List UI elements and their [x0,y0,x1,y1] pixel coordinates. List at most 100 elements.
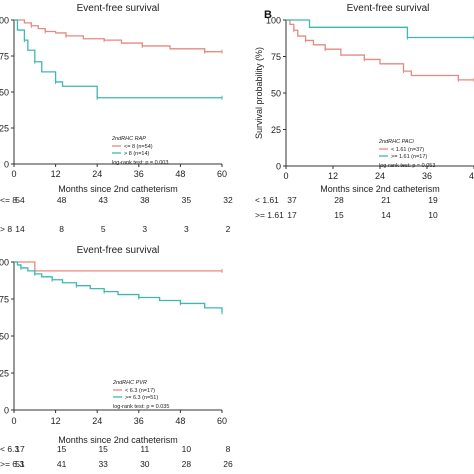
risk-cell: 28 [334,195,344,205]
chart-panel-2: B Event-free survival 0 25 50 75 100 0 12 24 36 48 S… [254,3,474,220]
x-tick-label: 12 [328,171,338,181]
risk-row-label: < 6.3 [0,444,19,454]
logrank-annotation: log-rank test: p = 0.035 [113,404,169,410]
risk-table: <= 854 48 43 38 35 32> 8 14 8 5 3 3 2 [0,195,233,234]
y-tick-label: 25 [0,369,9,379]
legend: 2ndRHC RAP <= 8 (n=54)> 8 (n=14) log-rank … [111,136,168,166]
x-tick-label: 12 [51,416,61,426]
risk-cell: 2 [226,224,231,234]
km-curve-series-2 [14,261,223,313]
legend-title: 2ndRHC PACi [378,139,415,145]
km-curve-series-1 [14,19,222,53]
x-tick-label: 12 [51,169,61,179]
legend-entry: > 8 (n=14) [124,151,150,157]
chart-panel-3: Event-free survival 0 25 50 75 100 0 12 24 36 48 60… [0,245,233,469]
x-tick-label: 0 [11,169,16,179]
risk-cell: 15 [57,444,67,454]
chart-title: Event-free survival [77,245,160,256]
risk-cell: 17 [15,444,25,454]
x-tick-label: 48 [175,169,185,179]
legend-entry: >= 6.3 (n=51) [125,395,158,401]
y-tick-label: 100 [0,258,9,268]
risk-cell: 38 [140,195,150,205]
y-tick-label: 0 [4,406,9,416]
risk-cell: 19 [428,195,438,205]
risk-row-label: >= 1.61 [255,210,284,220]
km-curve-series-2 [286,19,474,39]
risk-table: < 6.317 15 15 11 10 8 >= 6.351 41 33 30 28 26 [0,444,233,469]
risk-cell: 14 [381,210,391,220]
x-tick-label: 36 [134,416,144,426]
risk-cell: 41 [57,459,67,469]
y-tick-label: 75 [0,52,9,62]
risk-cell: 43 [98,195,108,205]
y-tick-label: 100 [266,16,281,26]
legend-title: 2ndRHC PVR [112,380,147,386]
logrank-annotation: log-rank test: p = 0.003 [112,160,168,166]
x-tick-label: 24 [92,416,102,426]
x-tick-label: 60 [217,169,227,179]
risk-row-label: > 8 [0,224,12,234]
y-tick-label: 50 [271,89,281,99]
risk-row-label: >= 6.3 [0,459,24,469]
legend: 2ndRHC PVR < 6.3 (n=17)>= 6.3 (n=51) log-r… [112,380,169,410]
chart-title: Event-free survival [77,3,160,14]
chart-title: Event-free survival [347,3,430,14]
legend-entry: >= 1.61 (n=17) [391,154,427,160]
legend-title: 2ndRHC RAP [111,136,146,142]
y-tick-label: 75 [0,295,9,305]
risk-cell: 35 [182,195,192,205]
legend-entry: < 6.3 (n=17) [125,388,155,394]
x-tick-label: 0 [11,416,16,426]
x-axis-label: Months since 2nd catheterism [320,184,440,194]
x-axis-label: Months since 2nd catheterism [58,184,178,194]
risk-cell: 15 [334,210,344,220]
km-curve-series-1 [286,19,474,81]
y-tick-label: 50 [0,332,9,342]
risk-cell: 5 [101,224,106,234]
risk-cell: 33 [98,459,108,469]
risk-cell: 8 [226,444,231,454]
risk-cell: 21 [381,195,391,205]
logrank-annotation: log-rank test: p = 0.053 [379,163,435,169]
km-curve-series-1 [14,261,222,272]
y-tick-label: 25 [271,125,281,135]
risk-cell: 26 [223,459,233,469]
y-tick-label: 0 [276,162,281,172]
y-tick-label: 25 [0,124,9,134]
risk-cell: 10 [428,210,438,220]
risk-cell: 8 [59,224,64,234]
risk-cell: 30 [140,459,150,469]
x-axis-label: Months since 2nd catheterism [58,435,178,445]
km-curve-series-2 [14,19,222,99]
risk-cell: 51 [15,459,25,469]
x-tick-label: 48 [469,171,474,181]
x-tick-label: 36 [422,171,432,181]
y-axis-label: Survival probability (%) [254,47,264,139]
risk-cell: 17 [287,210,297,220]
x-tick-label: 24 [92,169,102,179]
x-tick-label: 24 [375,171,385,181]
x-tick-label: 48 [175,416,185,426]
risk-cell: 3 [184,224,189,234]
risk-table: < 1.613728211918>= 1.61171514109 [255,195,438,220]
legend-entry: <= 8 (n=54) [124,144,153,150]
risk-cell: 15 [98,444,108,454]
y-tick-label: 75 [271,52,281,62]
risk-cell: 14 [15,224,25,234]
y-tick-label: 100 [0,16,9,26]
chart-panel-1: Event-free survival025507510001224364860… [0,3,233,234]
risk-row-label: <= 8 [0,195,17,205]
risk-cell: 3 [142,224,147,234]
x-tick-label: 60 [217,416,227,426]
panel-label: B [264,9,272,21]
risk-cell: 28 [182,459,192,469]
x-tick-label: 36 [134,169,144,179]
risk-cell: 54 [15,195,25,205]
x-tick-label: 0 [283,171,288,181]
risk-cell: 48 [57,195,67,205]
y-tick-label: 0 [4,160,9,170]
risk-row-label: < 1.61 [255,195,279,205]
risk-cell: 10 [182,444,192,454]
